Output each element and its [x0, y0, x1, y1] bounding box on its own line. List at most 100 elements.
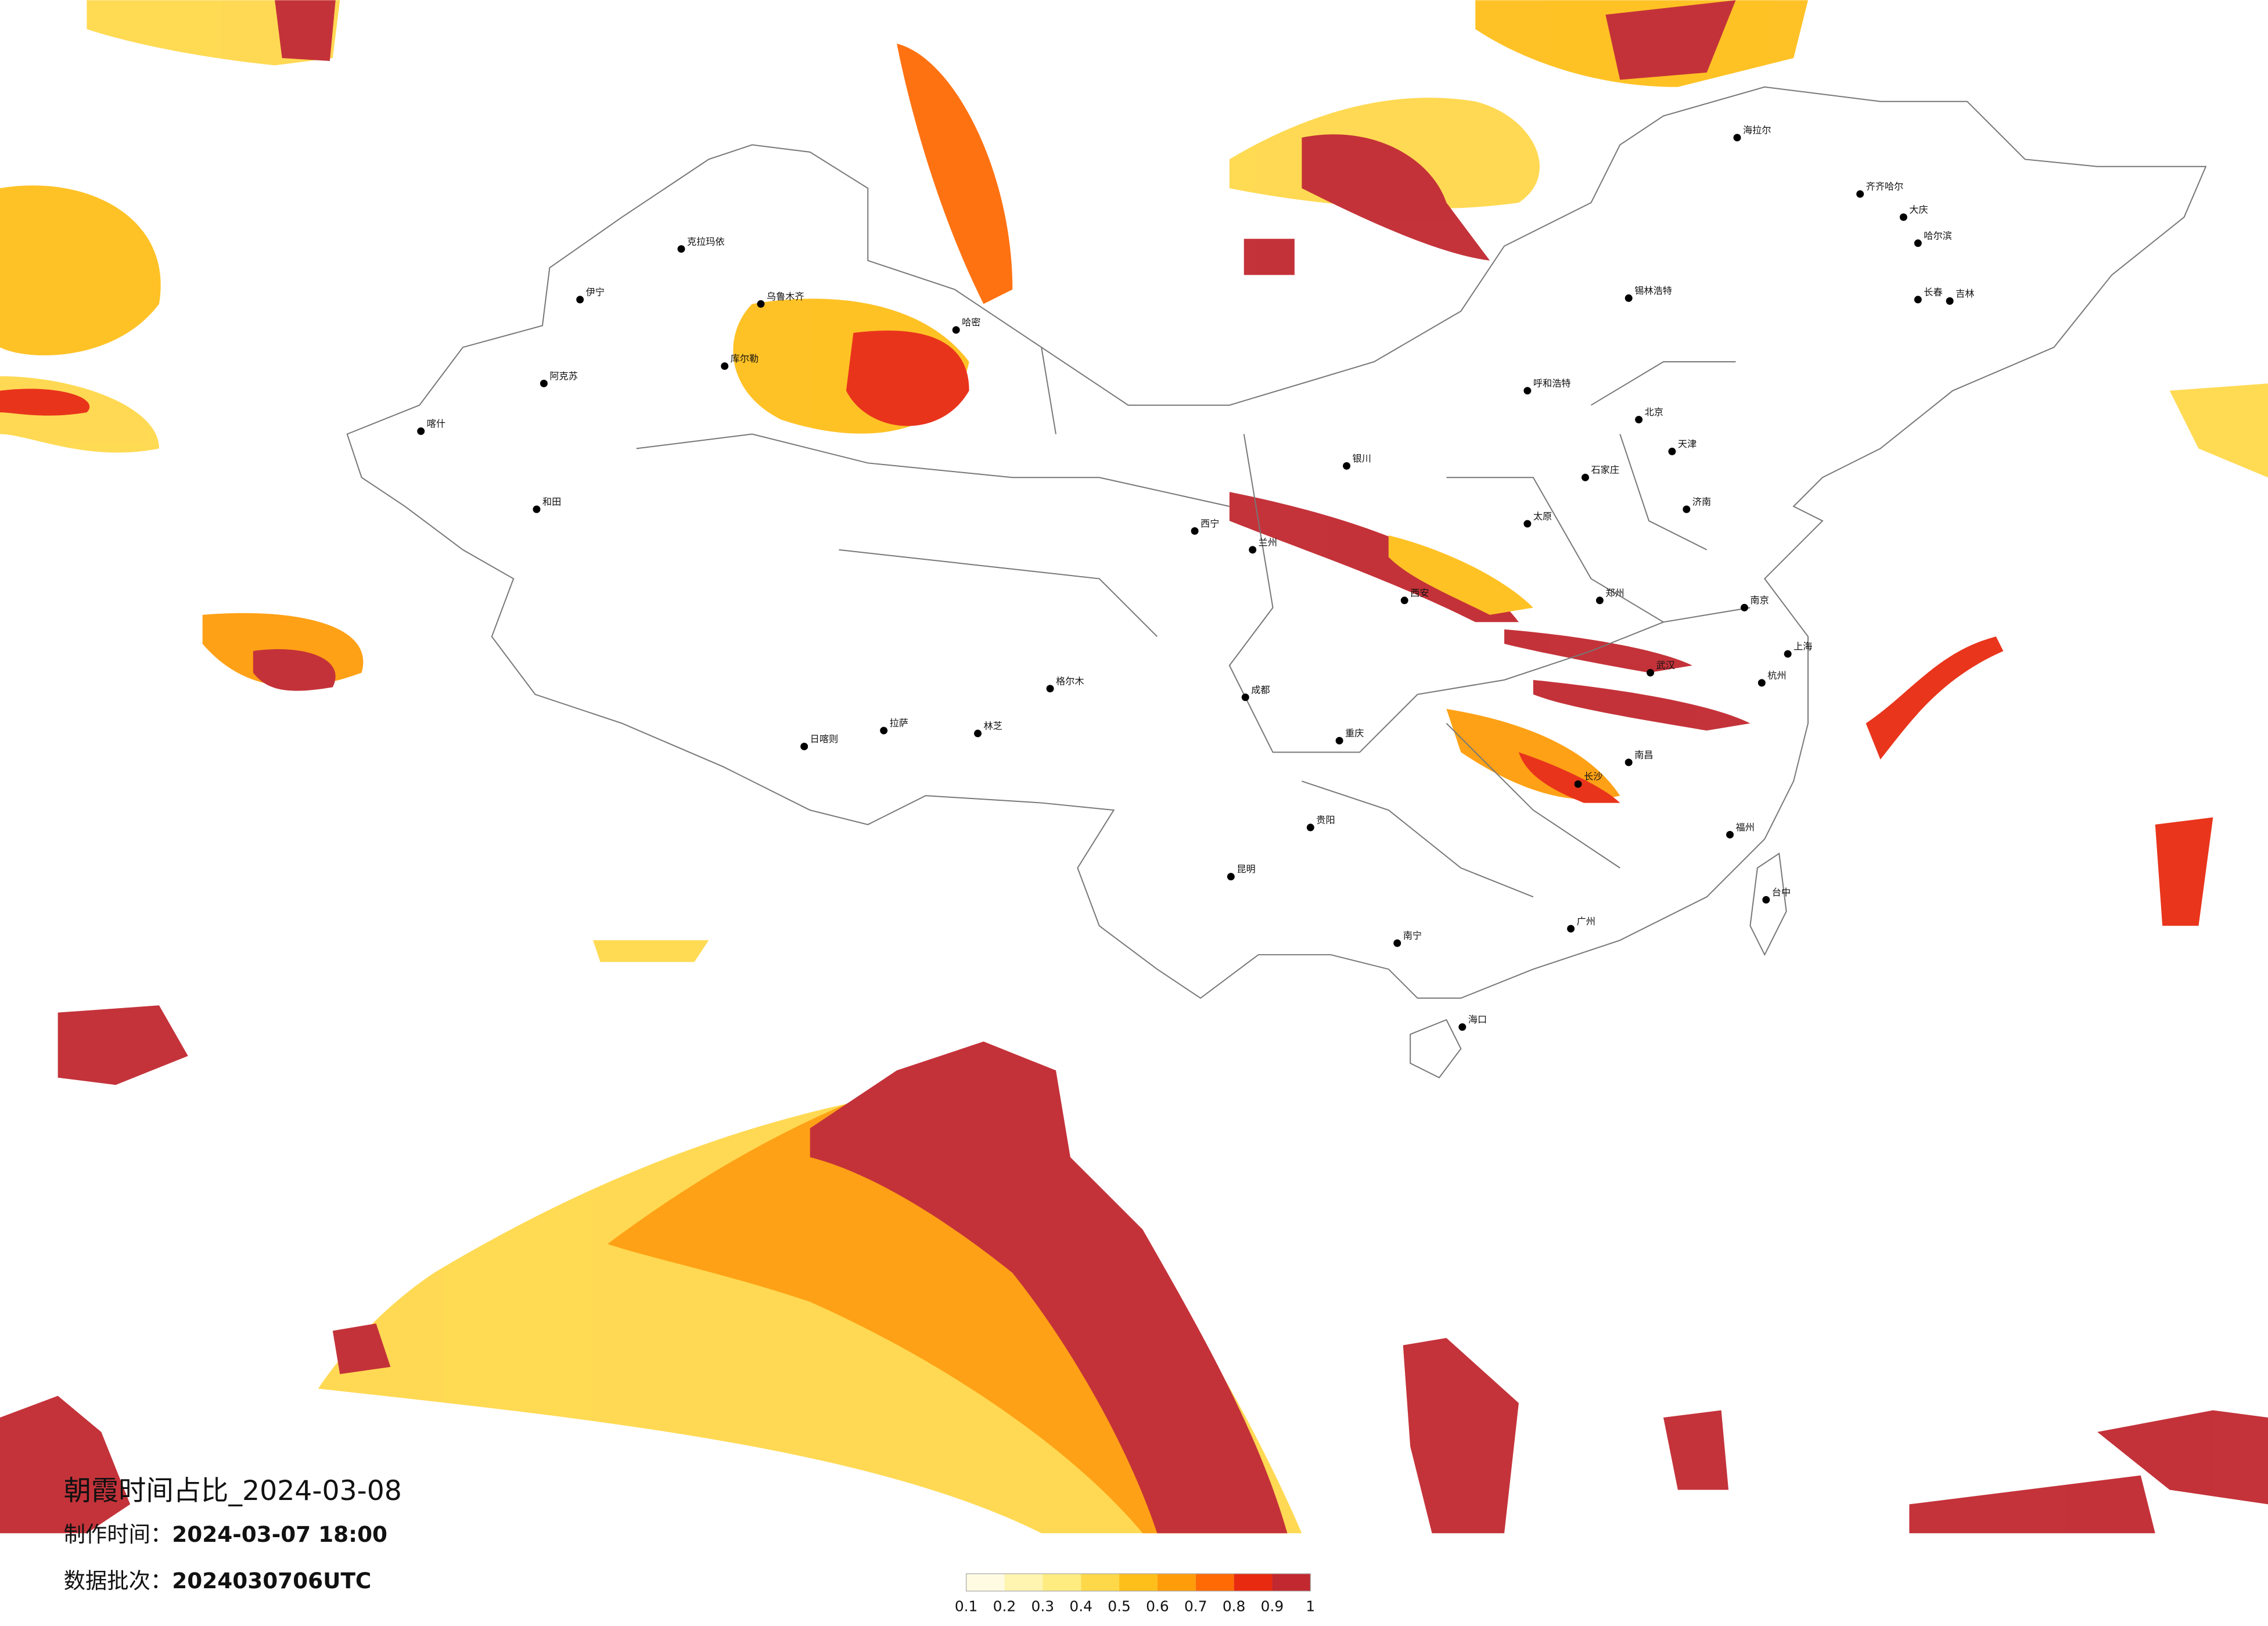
legend-swatch [1195, 1573, 1234, 1591]
city-label: 阿克苏 [549, 370, 578, 382]
city-label: 上海 [1793, 641, 1812, 652]
city-label: 西安 [1410, 587, 1429, 598]
city-label: 大庆 [1909, 204, 1928, 215]
legend-tick-label: 1 [1306, 1598, 1315, 1615]
city-label: 济南 [1692, 497, 1711, 508]
city-dot [1740, 603, 1748, 611]
city-label: 银川 [1353, 453, 1371, 464]
legend-tick-label: 0.8 [1223, 1598, 1246, 1615]
city-label: 乌鲁木齐 [767, 291, 804, 302]
city-label: 石家庄 [1591, 465, 1619, 476]
legend-tick-label: 0.6 [1146, 1598, 1169, 1615]
city-dot [1227, 873, 1235, 881]
city-dot [1046, 685, 1054, 693]
city-dot [1458, 1023, 1467, 1031]
batch-value: 2024030706UTC [172, 1568, 371, 1593]
city-label: 克拉玛依 [687, 236, 725, 247]
city-dot [1668, 447, 1676, 455]
city-label: 昆明 [1237, 864, 1255, 875]
city-dot [1946, 297, 1954, 305]
legend-swatch [966, 1573, 1005, 1591]
legend-tick-label: 0.5 [1108, 1598, 1131, 1615]
city-label: 长春 [1924, 286, 1942, 297]
city-dot [540, 379, 548, 387]
city-dot [1914, 239, 1922, 247]
batch: 数据批次：2024030706UTC [64, 1568, 372, 1593]
legend-swatch [1043, 1573, 1081, 1591]
city-label: 北京 [1645, 406, 1663, 418]
city-label: 成都 [1251, 684, 1270, 695]
city-dot [1624, 758, 1633, 767]
city-dot [1595, 596, 1604, 605]
city-label: 拉萨 [890, 718, 908, 729]
city-label: 齐齐哈尔 [1866, 181, 1904, 192]
legend-tick-label: 0.4 [1069, 1598, 1092, 1615]
city-label: 太原 [1533, 510, 1552, 521]
city-dot [800, 742, 808, 750]
city-dot [1567, 924, 1575, 933]
city-dot [1635, 416, 1643, 424]
city-label: 库尔勒 [731, 353, 759, 364]
legend-swatch [1119, 1573, 1158, 1591]
city-label: 哈尔滨 [1924, 230, 1952, 241]
boundaries [346, 86, 2207, 1079]
city-dot [1762, 895, 1770, 904]
batch-label: 数据批次： [64, 1568, 172, 1593]
city-label: 西宁 [1201, 518, 1219, 529]
city-dot [1757, 679, 1766, 687]
city-dot [1400, 596, 1408, 605]
city-label: 伊宁 [586, 286, 605, 297]
city-label: 广州 [1577, 916, 1595, 927]
city-dot [1647, 668, 1655, 677]
legend-tick-label: 0.3 [1031, 1598, 1055, 1615]
legend-swatch [1272, 1573, 1311, 1591]
legend-swatch [1081, 1573, 1120, 1591]
city-dot [576, 296, 584, 304]
city-label: 呼和浩特 [1533, 377, 1571, 388]
city-label: 武汉 [1656, 660, 1675, 671]
city-dot [757, 300, 765, 308]
legend-swatch [1157, 1573, 1196, 1591]
city-dot [952, 326, 960, 334]
city-dot [1523, 387, 1532, 395]
legend-tick-label: 0.7 [1184, 1598, 1207, 1615]
city-dot [1914, 296, 1922, 304]
city-label: 哈密 [962, 317, 980, 328]
legend-swatch [1004, 1573, 1043, 1591]
city-label: 杭州 [1767, 670, 1786, 681]
city-dot [533, 505, 541, 513]
city-dot [1899, 213, 1907, 221]
city-dot [1582, 473, 1589, 481]
city-dot [1784, 650, 1792, 658]
city-label: 南昌 [1634, 749, 1653, 760]
city-dot [1191, 527, 1199, 535]
city-label: 重庆 [1345, 728, 1364, 739]
city-label: 兰州 [1259, 537, 1277, 548]
legend-tick-label: 0.2 [993, 1598, 1016, 1615]
city-label: 和田 [542, 497, 561, 508]
city-dot [417, 427, 425, 436]
made-label: 制作时间： [64, 1521, 172, 1547]
legend-frame [965, 1573, 1311, 1592]
city-label: 海口 [1468, 1014, 1487, 1025]
city-label: 长沙 [1584, 771, 1602, 782]
legend-tick-label: 0.9 [1261, 1598, 1284, 1615]
city-label: 锡林浩特 [1634, 285, 1672, 296]
city-dot [1241, 693, 1249, 702]
city-dot [1726, 830, 1734, 839]
city-label: 吉林 [1956, 288, 1974, 299]
city-dot [1343, 462, 1351, 470]
city-dot [1624, 294, 1633, 302]
title: 朝霞时间占比_2024-03-08 [64, 1475, 402, 1507]
city-label: 天津 [1678, 438, 1696, 449]
city-dot [1393, 939, 1401, 947]
city-dot [721, 362, 729, 370]
city-label: 林芝 [983, 721, 1002, 732]
legend-tick-label: 0.1 [955, 1598, 978, 1615]
legend-swatch [1234, 1573, 1273, 1591]
city-dot [1856, 190, 1864, 198]
city-label: 喀什 [427, 418, 445, 429]
city-label: 福州 [1736, 822, 1755, 833]
city-label: 台中 [1772, 887, 1791, 898]
